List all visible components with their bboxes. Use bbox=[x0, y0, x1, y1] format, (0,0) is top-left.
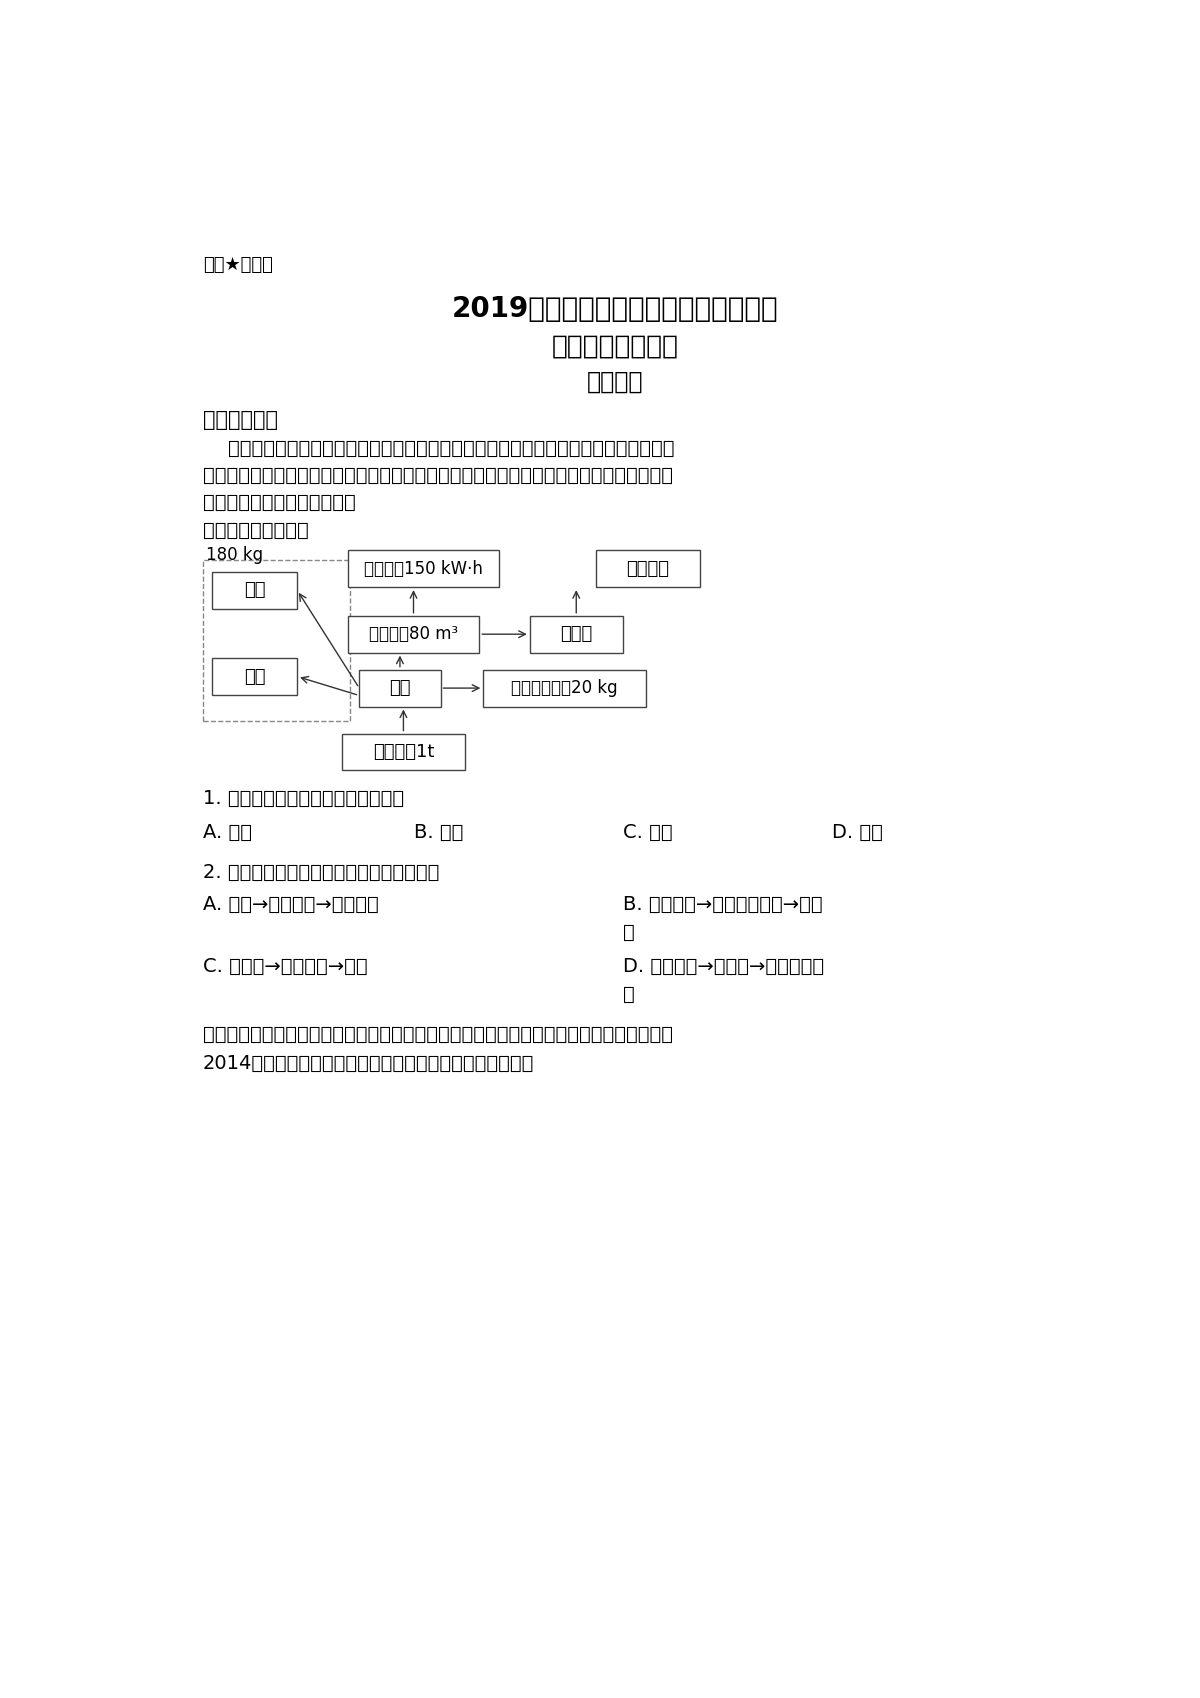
Bar bbox=[348, 616, 479, 652]
Text: 生产沼气80 m³: 生产沼气80 m³ bbox=[368, 625, 458, 644]
Text: 1. 厨余垃圾是图示自动处理系统中的: 1. 厨余垃圾是图示自动处理系统中的 bbox=[203, 790, 404, 808]
Text: 年，某企业开发了厨余垃圾自动处理系统，并在全国很多城市推广。下图示意该厨余垃圾自: 年，某企业开发了厨余垃圾自动处理系统，并在全国很多城市推广。下图示意该厨余垃圾自 bbox=[203, 465, 673, 484]
Text: 据此完成下面小题。: 据此完成下面小题。 bbox=[203, 521, 308, 540]
Text: 我国人口众多，生活垃圾产生量巨大，迫切需要对垃圾进行无害化、资源化处理。近些: 我国人口众多，生活垃圾产生量巨大，迫切需要对垃圾进行无害化、资源化处理。近些 bbox=[203, 438, 674, 457]
Text: 2014年我国不同省份的稻谷供需关系。据此完成下面小题。: 2014年我国不同省份的稻谷供需关系。据此完成下面小题。 bbox=[203, 1054, 534, 1073]
Bar bbox=[529, 616, 623, 652]
Text: 有机渣: 有机渣 bbox=[560, 625, 593, 644]
Bar bbox=[348, 550, 499, 588]
Text: 渣: 渣 bbox=[623, 924, 635, 942]
Text: B. 工业油脂→提取生物油脂→有机: B. 工业油脂→提取生物油脂→有机 bbox=[623, 895, 822, 914]
Text: 2019年普通高等学校招生全国统一考试: 2019年普通高等学校招生全国统一考试 bbox=[451, 295, 779, 323]
Text: D. 生产沼气→有机渣→提取生物油: D. 生产沼气→有机渣→提取生物油 bbox=[623, 956, 824, 976]
Text: B. 原料: B. 原料 bbox=[414, 824, 463, 842]
Text: 稻谷是重要的粮食种类，粮食的充分供给和区域平衡是保障粮食安全的重要任务。下图反映: 稻谷是重要的粮食种类，粮食的充分供给和区域平衡是保障粮食安全的重要任务。下图反映 bbox=[203, 1024, 673, 1044]
Bar bbox=[342, 734, 464, 771]
Text: 地理部分: 地理部分 bbox=[587, 368, 643, 394]
Text: 动处理系统的主要工艺流程。: 动处理系统的主要工艺流程。 bbox=[203, 492, 355, 511]
Text: 废渣: 废渣 bbox=[244, 581, 265, 599]
Text: 2. 符合图示自动处理系统局部工艺流程的是: 2. 符合图示自动处理系统局部工艺流程的是 bbox=[203, 863, 439, 881]
Text: 工业油脂: 工业油脂 bbox=[626, 560, 670, 577]
Text: 180 kg: 180 kg bbox=[206, 547, 263, 564]
Text: D. 产品: D. 产品 bbox=[832, 824, 883, 842]
Bar bbox=[212, 572, 298, 610]
Bar bbox=[203, 560, 350, 722]
Text: C. 有机渣→生产沼气→废渣: C. 有机渣→生产沼气→废渣 bbox=[203, 956, 367, 976]
Text: 杂物: 杂物 bbox=[244, 667, 265, 686]
Text: 文科综合能力测试: 文科综合能力测试 bbox=[552, 333, 678, 358]
Text: 脂: 脂 bbox=[623, 985, 635, 1004]
Text: C. 能源: C. 能源 bbox=[623, 824, 672, 842]
Bar bbox=[359, 669, 440, 706]
Text: 分拣: 分拣 bbox=[389, 679, 410, 698]
Bar bbox=[595, 550, 701, 588]
Text: A. 肥料: A. 肥料 bbox=[203, 824, 252, 842]
Text: A. 废渣→生产沼气→沼气发电: A. 废渣→生产沼气→沼气发电 bbox=[203, 895, 378, 914]
Bar bbox=[484, 669, 646, 706]
Text: 绝密★启用前: 绝密★启用前 bbox=[203, 256, 272, 273]
Text: 一、选择题：: 一、选择题： bbox=[203, 411, 277, 430]
Text: 沼气发电150 kW·h: 沼气发电150 kW·h bbox=[364, 560, 482, 577]
Text: 厨余垃圾1t: 厨余垃圾1t bbox=[373, 744, 434, 761]
Text: 提取生物油脂20 kg: 提取生物油脂20 kg bbox=[511, 679, 618, 698]
Bar bbox=[212, 659, 298, 694]
